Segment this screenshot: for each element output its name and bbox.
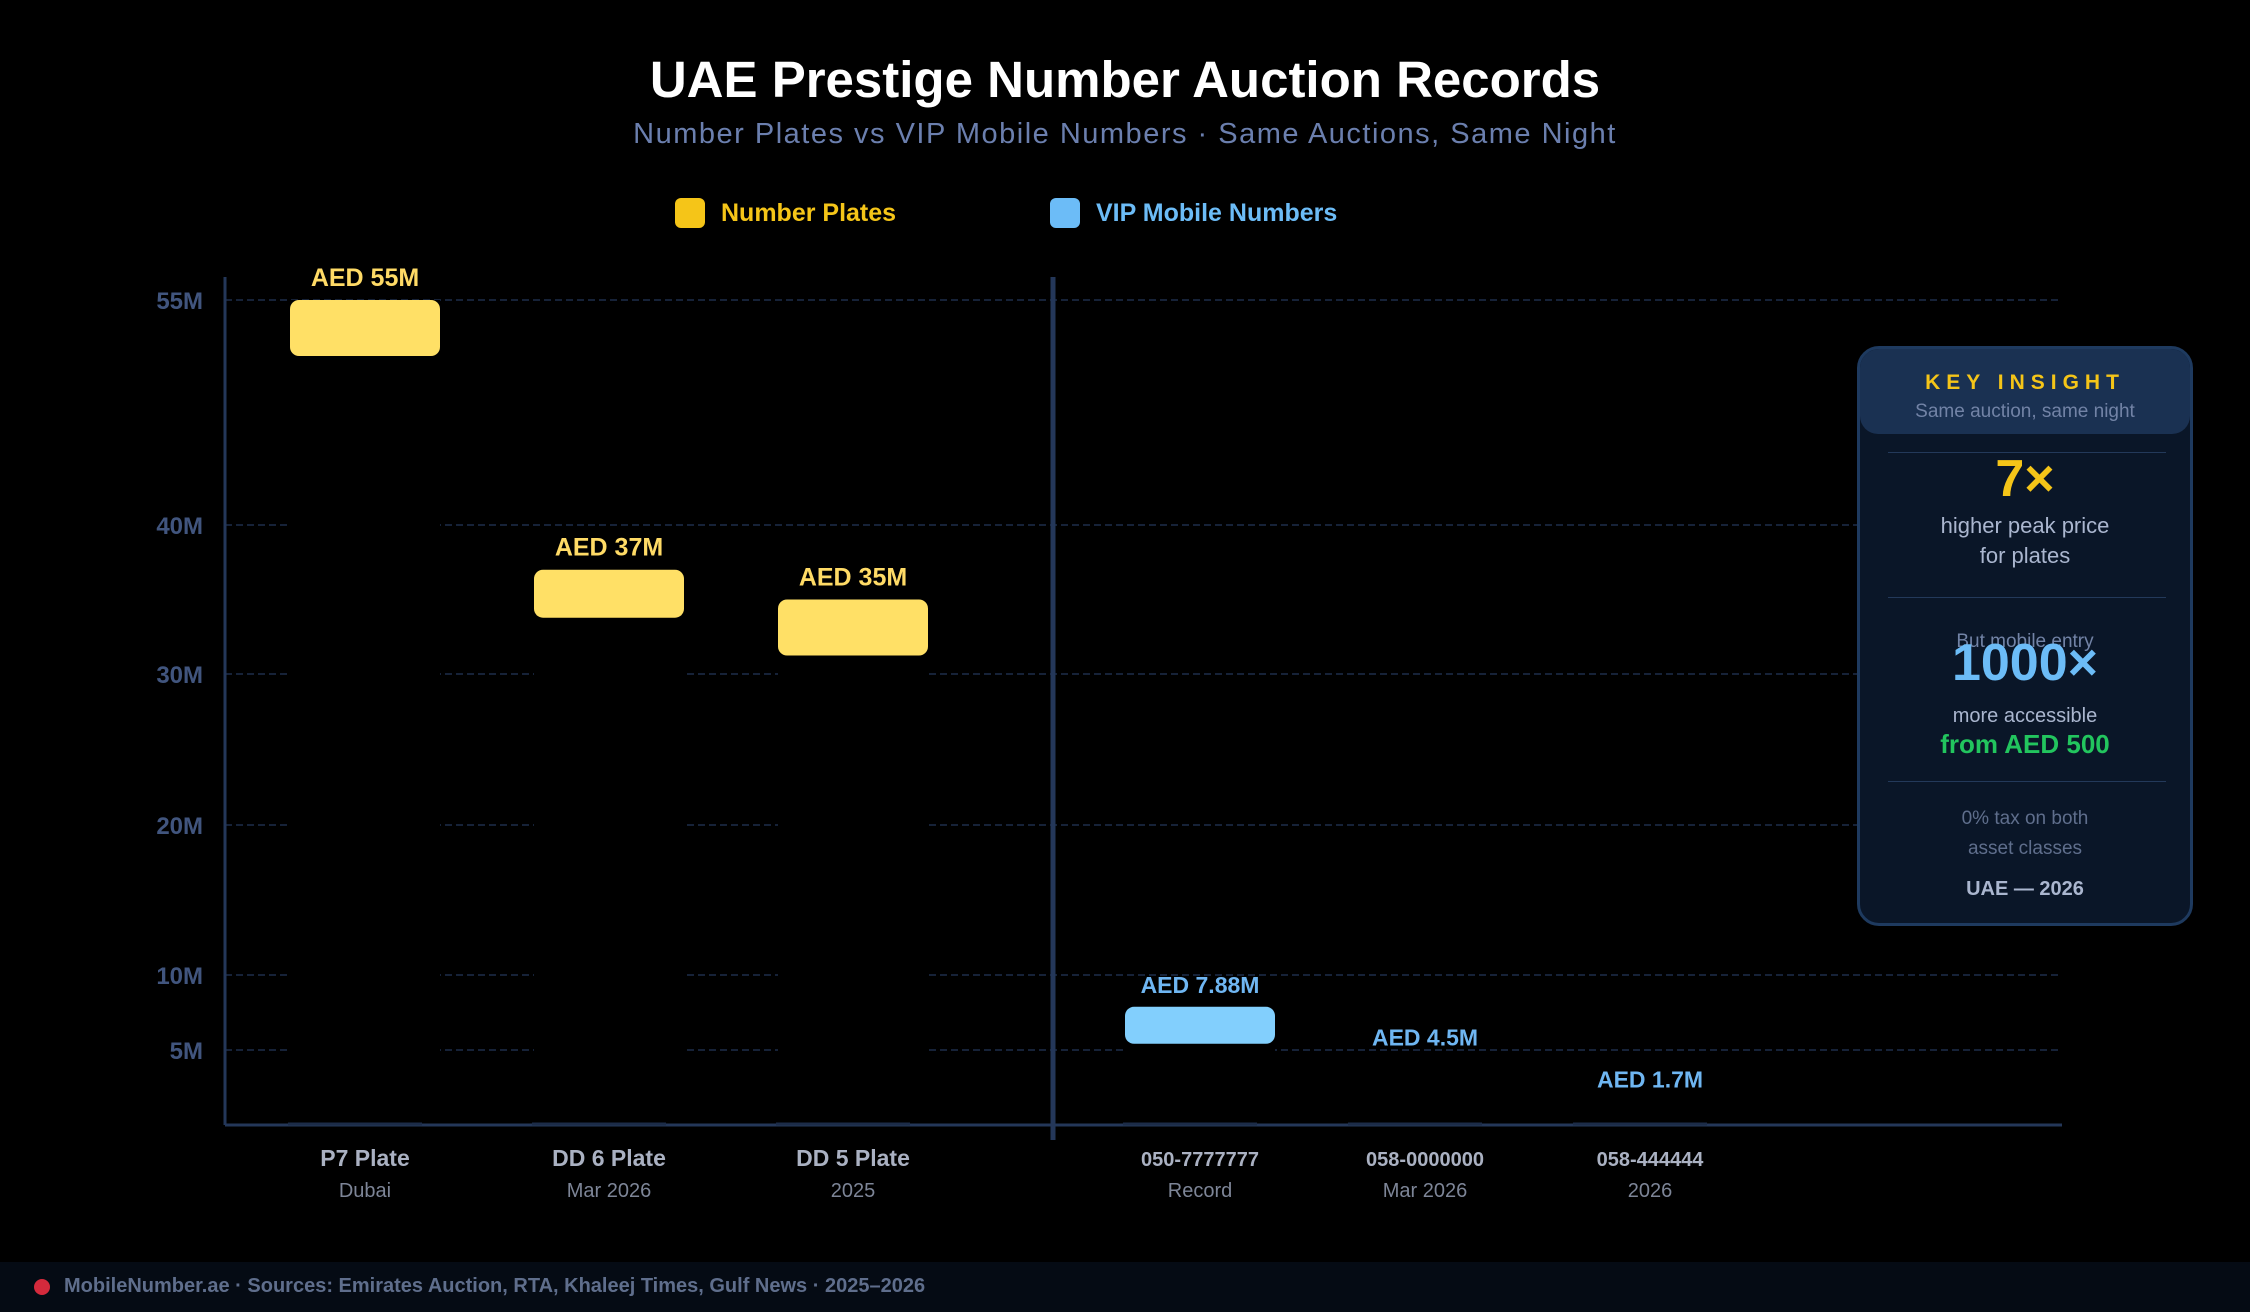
insight-divider: [1888, 452, 2166, 453]
y-tick-label: 40M: [156, 513, 203, 540]
y-tick-label: 5M: [170, 1038, 203, 1065]
legend-item-plates: Number Plates: [675, 198, 896, 228]
y-tick-label: 10M: [156, 963, 203, 990]
legend-item-mobile: VIP Mobile Numbers: [1050, 198, 1337, 228]
category-sublabel: Dubai: [339, 1180, 391, 1202]
value-label: AED 35M: [799, 564, 907, 592]
bar: [778, 599, 928, 656]
value-label: AED 55M: [311, 264, 419, 292]
insight-subheading: Same auction, same night: [1915, 401, 2135, 422]
legend-label-plates: Number Plates: [721, 198, 897, 227]
y-tick-label: 55M: [156, 288, 203, 315]
insight-tax-line2: asset classes: [1967, 838, 2083, 859]
bar-column: [1575, 1099, 1725, 1122]
legend: Number Plates VIP Mobile Numbers: [0, 198, 2250, 230]
grid-lines: [225, 299, 2062, 1051]
legend-label-mobile: VIP Mobile Numbers: [1096, 198, 1338, 227]
footer-separator: ·: [235, 1275, 248, 1297]
category-label: DD 5 Plate: [796, 1145, 910, 1171]
category-label: 050-7777777: [1141, 1149, 1259, 1171]
insight-stat2-line1: more accessible: [1952, 705, 2098, 727]
chart-title: UAE Prestige Number Auction Records: [649, 51, 1601, 108]
chart-subtitle: Number Plates vs VIP Mobile Numbers · Sa…: [633, 118, 1617, 150]
bar: [534, 569, 684, 618]
footer-text: MobileNumber.ae · Sources: Emirates Auct…: [64, 1275, 925, 1298]
insight-stat-mobile: 1000×: [1951, 634, 2099, 692]
category-label: 058-0000000: [1366, 1149, 1484, 1171]
brand-dot-icon: [34, 1279, 50, 1295]
bar-column: [290, 300, 440, 1122]
category-sublabel: Mar 2026: [1383, 1180, 1468, 1202]
insight-stat1-line2: for plates: [1979, 543, 2071, 568]
insight-stat2-line2: from AED 500: [1940, 729, 2110, 759]
insight-stat2-pre: But mobile entry: [1956, 631, 2094, 652]
bar-column: [778, 599, 928, 1122]
category-sublabel: Mar 2026: [567, 1180, 652, 1202]
footer-years: 2025–2026: [824, 1275, 926, 1297]
category-sublabel: 2026: [1628, 1180, 1673, 1202]
labels: 55M 40M 30M 20M 10M 5M AED 55M P7 Plate Dubai AED…: [156, 264, 1704, 1202]
insight-heading: KEY INSIGHT: [1925, 371, 2125, 394]
bar: [1125, 1006, 1275, 1044]
category-sublabel: Record: [1168, 1180, 1232, 1202]
category-sublabel: 2025: [831, 1180, 876, 1202]
category-label: P7 Plate: [320, 1145, 410, 1171]
insight-footer: UAE — 2026: [1966, 878, 2084, 900]
category-label: 058-444444: [1597, 1149, 1705, 1171]
value-label: AED 7.88M: [1141, 972, 1260, 998]
bars: [288, 300, 1725, 1126]
bar-column: [534, 569, 684, 1122]
insight-divider: [1888, 597, 2166, 598]
page-footer: MobileNumber.ae · Sources: Emirates Auct…: [0, 1262, 2250, 1312]
bar-column: [1350, 1057, 1500, 1122]
footer-brand: MobileNumber.ae: [64, 1275, 230, 1297]
value-label: AED 1.7M: [1597, 1067, 1703, 1093]
insight-tax-line1: 0% tax on both: [1961, 808, 2089, 829]
insight-divider: [1888, 781, 2166, 782]
value-label: AED 4.5M: [1372, 1025, 1478, 1051]
value-label: AED 37M: [555, 534, 663, 562]
footer-separator: ·: [812, 1275, 825, 1297]
insight-stat-plates: 7×: [1995, 450, 2055, 508]
y-tick-label: 20M: [156, 813, 203, 840]
legend-swatch-mobile: [1050, 198, 1080, 228]
key-insight-card: KEY INSIGHT Same auction, same night 7× …: [1857, 346, 2193, 926]
category-label: DD 6 Plate: [552, 1145, 666, 1171]
insight-header: KEY INSIGHT Same auction, same night: [1860, 349, 2190, 434]
bar: [290, 300, 440, 356]
y-tick-label: 30M: [156, 662, 203, 689]
legend-swatch-plates: [675, 198, 705, 228]
footer-sources: Sources: Emirates Auction, RTA, Khaleej …: [247, 1275, 808, 1297]
insight-stat1-line1: higher peak price: [1940, 513, 2110, 538]
